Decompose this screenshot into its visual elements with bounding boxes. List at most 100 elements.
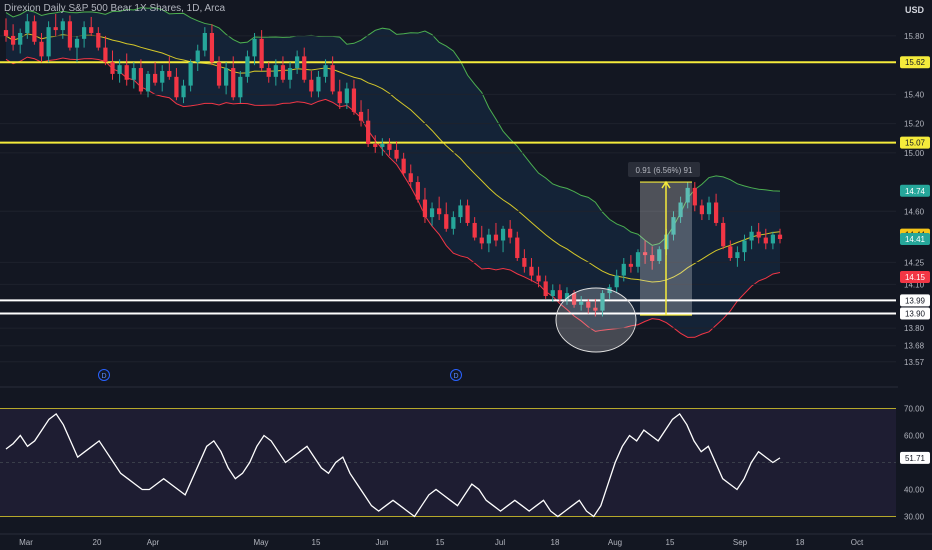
candle [167, 56, 172, 80]
candle [429, 202, 435, 226]
candle-body [401, 158, 406, 174]
candle [550, 284, 555, 302]
candle [330, 56, 335, 95]
candle [295, 50, 300, 74]
candle-body [543, 281, 548, 297]
dividend-label: D [453, 373, 458, 380]
horizontal-levels[interactable] [0, 61, 896, 315]
candle [593, 298, 598, 317]
candle-body [302, 56, 307, 80]
candle [60, 18, 65, 39]
candle [543, 275, 548, 299]
candle [124, 53, 129, 86]
candle [259, 30, 264, 71]
band-basis [5, 33, 781, 283]
candle-body [153, 73, 158, 83]
candle-body [124, 65, 129, 80]
candle [713, 193, 719, 226]
level-tag-bg [900, 136, 930, 149]
candle [174, 68, 179, 101]
candle [628, 255, 633, 273]
candle [536, 266, 541, 288]
candle [621, 258, 626, 282]
candle-body [216, 62, 222, 86]
candle-body [657, 249, 662, 261]
price-tick: 13.57 [904, 358, 925, 367]
candle-body [238, 76, 243, 98]
candle [280, 56, 286, 83]
candle [721, 217, 726, 250]
currency-label[interactable]: USD [904, 5, 924, 15]
candle-body [515, 237, 520, 259]
dividend-label: D [101, 373, 106, 380]
dividend-icon [98, 369, 110, 381]
candle [408, 164, 413, 188]
candle-body [614, 275, 619, 288]
price-tick: 15.00 [904, 149, 925, 158]
candle [685, 182, 690, 209]
candle-body [266, 68, 271, 77]
candle [735, 246, 740, 267]
candle [266, 62, 271, 83]
candle-body [53, 27, 58, 31]
candle [323, 59, 328, 83]
candle-body [394, 149, 399, 159]
candle [366, 108, 371, 147]
price-tag: 14.41 [905, 235, 926, 244]
candle [351, 79, 357, 115]
candle-body [103, 47, 108, 63]
candle-body [763, 237, 768, 244]
candle [699, 199, 705, 221]
candle-body [508, 228, 513, 238]
candle [444, 202, 449, 232]
candle [238, 70, 243, 104]
time-label: Sep [733, 538, 748, 547]
candle [472, 217, 477, 241]
candle [770, 231, 776, 250]
candle-body [195, 50, 200, 63]
candle-body [429, 208, 435, 218]
candle [706, 196, 712, 221]
candle [777, 228, 783, 244]
candle [273, 59, 278, 86]
candle [515, 231, 520, 261]
candle [344, 82, 349, 109]
price-tag: 14.74 [905, 187, 926, 196]
candle-body [245, 56, 250, 77]
candle-body [628, 263, 633, 267]
candle-body [25, 21, 30, 33]
candle-body [721, 222, 726, 247]
measure-tool[interactable]: 0.91 (6.56%) 91 [628, 162, 700, 316]
highlight-circle[interactable] [555, 287, 637, 353]
candle-body [3, 30, 9, 36]
candle-body [742, 240, 747, 253]
candle [422, 187, 428, 223]
candle-body [621, 263, 626, 276]
candle [650, 246, 655, 270]
time-label: 20 [93, 538, 102, 547]
symbol-title: Direxion Daily S&P 500 Bear 1X Shares, 1… [4, 3, 226, 14]
rsi-tick: 40.00 [904, 486, 925, 495]
candle [437, 196, 442, 221]
candle-body [387, 144, 392, 150]
rsi-tick: 30.00 [904, 513, 925, 522]
price-tick: 13.68 [904, 342, 925, 351]
candle-body [451, 217, 456, 229]
candle-body [685, 187, 690, 203]
time-label: Mar [19, 538, 33, 547]
candle [302, 47, 307, 83]
price-tag-bg [900, 184, 930, 197]
candle [103, 35, 108, 66]
candle [728, 240, 733, 261]
candle [316, 70, 321, 98]
candle-body [96, 32, 101, 48]
band-upper [5, 7, 781, 246]
rsi-pane [0, 386, 932, 518]
candle [500, 225, 506, 253]
candle-body [635, 252, 641, 267]
bollinger-bands [5, 7, 781, 338]
candle [586, 298, 591, 314]
candle [195, 44, 200, 71]
candle-body [10, 35, 16, 45]
